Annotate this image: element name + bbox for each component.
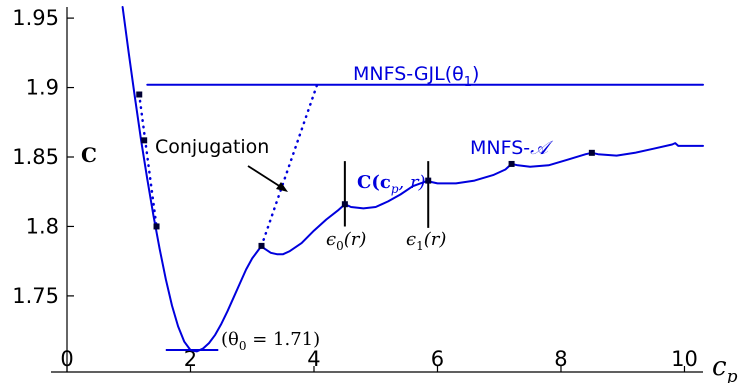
conjugation-arrow [247,165,285,190]
y-axis-label: C [81,143,97,167]
a-series-line [121,6,704,353]
y-tick-label: 1.95 [12,6,59,30]
conjugation-dotted-line [137,93,158,228]
data-point-marker [258,242,265,249]
theta-label: (θ0 = 1.71) [221,329,320,353]
data-point-marker [425,177,432,184]
x-tick-label: 2 [184,347,197,371]
axes: 1.75 1.8 1.85 1.9 1.95 0 2 4 6 8 10 [12,6,703,373]
data-point-marker [508,160,515,167]
y-tick-label: 1.8 [26,214,59,238]
data-point-marker [141,137,148,144]
conjugation-label: Conjugation [155,136,269,158]
x-tick-label: 10 [671,347,698,371]
gjl-label: MNFS-GJL(θ1) [353,63,479,90]
x-tick-label: 8 [554,347,567,371]
data-point-marker [588,149,595,156]
y-tick-label: 1.9 [26,76,59,100]
data-point-marker [136,91,143,98]
marker-layer [136,91,595,249]
series-layer [121,6,704,353]
y-tick-label: 1.85 [12,145,59,169]
x-tick-label: 4 [307,347,320,371]
conjugation-dotted-line [260,83,319,248]
x-tick-label: 0 [60,347,73,371]
annotation-layer: MNFS-GJL(θ1) MNFS-𝒜 Conjugation C(cp, r)… [81,63,738,383]
c-cp-label: C(cp, r) [357,172,426,196]
x-axis-label: cp [712,352,738,383]
eps0-label: ϵ0(r) [326,229,366,253]
x-tick-label: 6 [431,347,444,371]
conjugation-arrowhead [276,182,288,192]
data-point-marker [153,223,160,230]
y-tick-label: 1.75 [12,284,59,308]
eps1-label: ϵ1(r) [406,229,446,253]
data-point-marker [341,201,348,208]
a-label: MNFS-𝒜 [470,137,554,159]
